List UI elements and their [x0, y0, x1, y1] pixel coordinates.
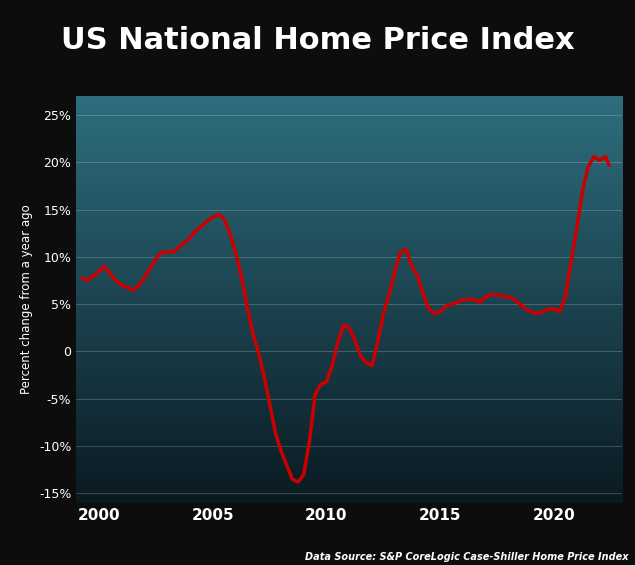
Text: US National Home Price Index: US National Home Price Index	[61, 27, 574, 55]
Y-axis label: Percent change from a year ago: Percent change from a year ago	[20, 205, 34, 394]
Text: Data Source: S&P CoreLogic Case-Shiller Home Price Index: Data Source: S&P CoreLogic Case-Shiller …	[305, 552, 629, 562]
